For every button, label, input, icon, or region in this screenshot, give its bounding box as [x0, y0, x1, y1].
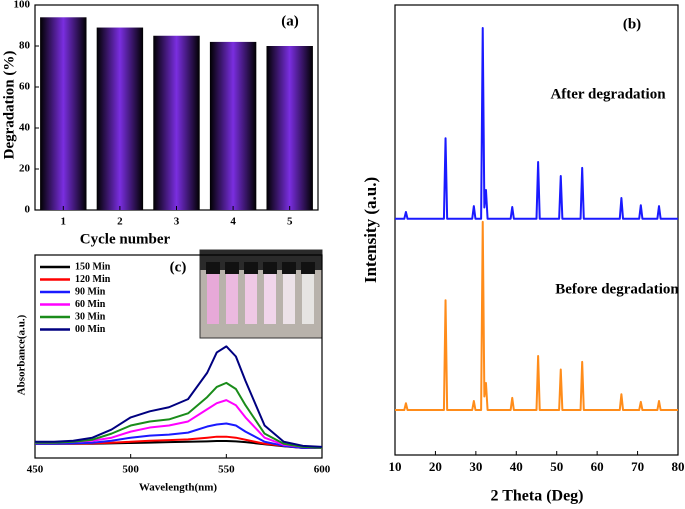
- legend-label: 30 Min: [75, 311, 106, 322]
- series-line: [35, 422, 322, 449]
- plot-frame: [34, 254, 323, 459]
- vial: [283, 274, 295, 324]
- x-tick-label: 550: [218, 464, 235, 476]
- panel-label: (c): [170, 259, 187, 275]
- x-tick-label: 80: [672, 459, 685, 474]
- inset-photo: [199, 249, 323, 339]
- bar: [40, 17, 87, 210]
- x-tick-label: 70: [631, 459, 644, 474]
- y-axis-title: Degradation (%): [1, 51, 17, 160]
- vial: [302, 274, 314, 324]
- y-axis-title: Absorbance(a.u.): [16, 314, 28, 395]
- x-tick-label: 1: [61, 216, 67, 228]
- series-line: [35, 381, 323, 449]
- legend-label: 00 Min: [75, 324, 106, 335]
- bar: [266, 46, 313, 210]
- vial-cap: [263, 262, 277, 274]
- x-tick-label: 50: [550, 459, 563, 474]
- vial-cap: [244, 262, 258, 274]
- x-axis-title: Wavelength(nm): [139, 482, 218, 494]
- x-tick-label: 20: [429, 459, 442, 474]
- panel-label: (a): [281, 13, 299, 29]
- legend-label: 150 Min: [75, 261, 111, 272]
- x-tick-label: 3: [174, 216, 180, 228]
- y-tick-label: 80: [19, 40, 31, 52]
- series-label: Before degradation: [555, 281, 679, 297]
- x-axis-title: Cycle number: [80, 231, 171, 247]
- x-tick-label: 40: [510, 459, 523, 474]
- vial-cap: [225, 262, 239, 274]
- series-line: [395, 26, 678, 220]
- bar: [153, 35, 200, 210]
- x-axis-title: 2 Theta (Deg): [490, 488, 583, 505]
- series-label: After degradation: [550, 86, 666, 102]
- series-line: [395, 220, 678, 411]
- vial: [207, 274, 219, 324]
- vial: [245, 274, 257, 324]
- y-axis-title: Intensity (a.u.): [361, 177, 380, 283]
- x-tick-label: 2: [117, 216, 123, 228]
- x-tick-label: 600: [314, 464, 331, 476]
- x-tick-label: 500: [122, 464, 139, 476]
- x-tick-label: 5: [287, 216, 293, 228]
- vial: [264, 274, 276, 324]
- x-tick-label: 60: [591, 459, 604, 474]
- y-tick-label: 40: [19, 122, 31, 134]
- y-tick-label: 20: [19, 163, 31, 175]
- vial-cap: [206, 262, 220, 274]
- vial: [226, 274, 238, 324]
- legend-label: 120 Min: [75, 274, 111, 285]
- legend-label: 90 Min: [75, 286, 106, 297]
- plot-frame: [394, 4, 679, 456]
- x-tick-label: 10: [389, 459, 402, 474]
- panel-label: (b): [623, 16, 641, 32]
- x-tick-label: 30: [469, 459, 482, 474]
- y-tick-label: 100: [14, 0, 31, 11]
- vial-cap: [301, 262, 315, 274]
- x-tick-label: 4: [230, 216, 236, 228]
- legend-label: 60 Min: [75, 299, 106, 310]
- y-tick-label: 60: [19, 81, 31, 93]
- vials: [206, 262, 315, 324]
- bar: [96, 27, 144, 210]
- bar: [209, 41, 257, 211]
- series-line: [35, 345, 323, 448]
- vial-cap: [282, 262, 296, 274]
- x-tick-label: 450: [27, 464, 44, 476]
- y-tick-label: 0: [25, 204, 31, 216]
